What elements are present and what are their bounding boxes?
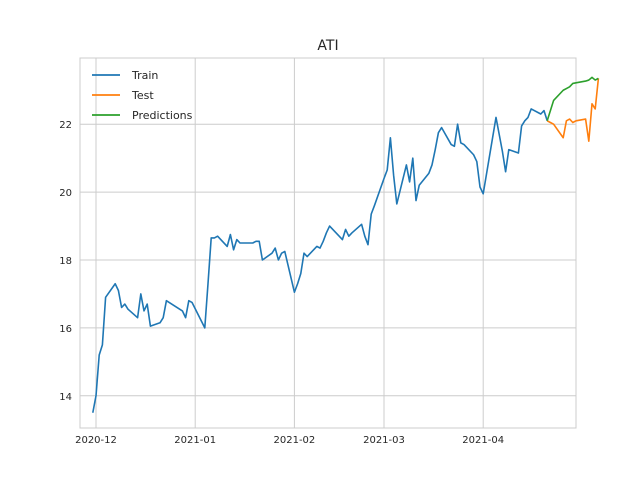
- series-line-train: [92, 108, 548, 413]
- series-line-predictions: [546, 76, 599, 122]
- series-layer: [92, 76, 600, 413]
- x-tick-label: 2021-01: [174, 435, 216, 446]
- y-tick-label: 16: [59, 324, 72, 335]
- legend-label-test: Test: [131, 89, 154, 102]
- axes: 2020-12 2021-01 2021-02 2021-03 2021-04 14 16 1…: [59, 120, 504, 446]
- grid: [80, 58, 576, 428]
- y-tick-label: 14: [59, 392, 72, 403]
- y-tick-label: 18: [59, 256, 72, 267]
- x-tick-label: 2021-03: [363, 435, 405, 446]
- y-tick-label: 22: [59, 120, 72, 131]
- y-tick-label: 20: [59, 188, 72, 199]
- legend-label-predictions: Predictions: [132, 109, 193, 122]
- x-tick-label: 2021-04: [462, 435, 504, 446]
- x-tick-label: 2021-02: [274, 435, 316, 446]
- legend-label-train: Train: [131, 69, 158, 82]
- x-tick-label: 2020-12: [75, 435, 117, 446]
- plot-area: [79, 57, 577, 429]
- series-line-test: [546, 78, 600, 142]
- legend: Train Test Predictions: [92, 69, 193, 122]
- chart-title: ATI: [317, 38, 338, 54]
